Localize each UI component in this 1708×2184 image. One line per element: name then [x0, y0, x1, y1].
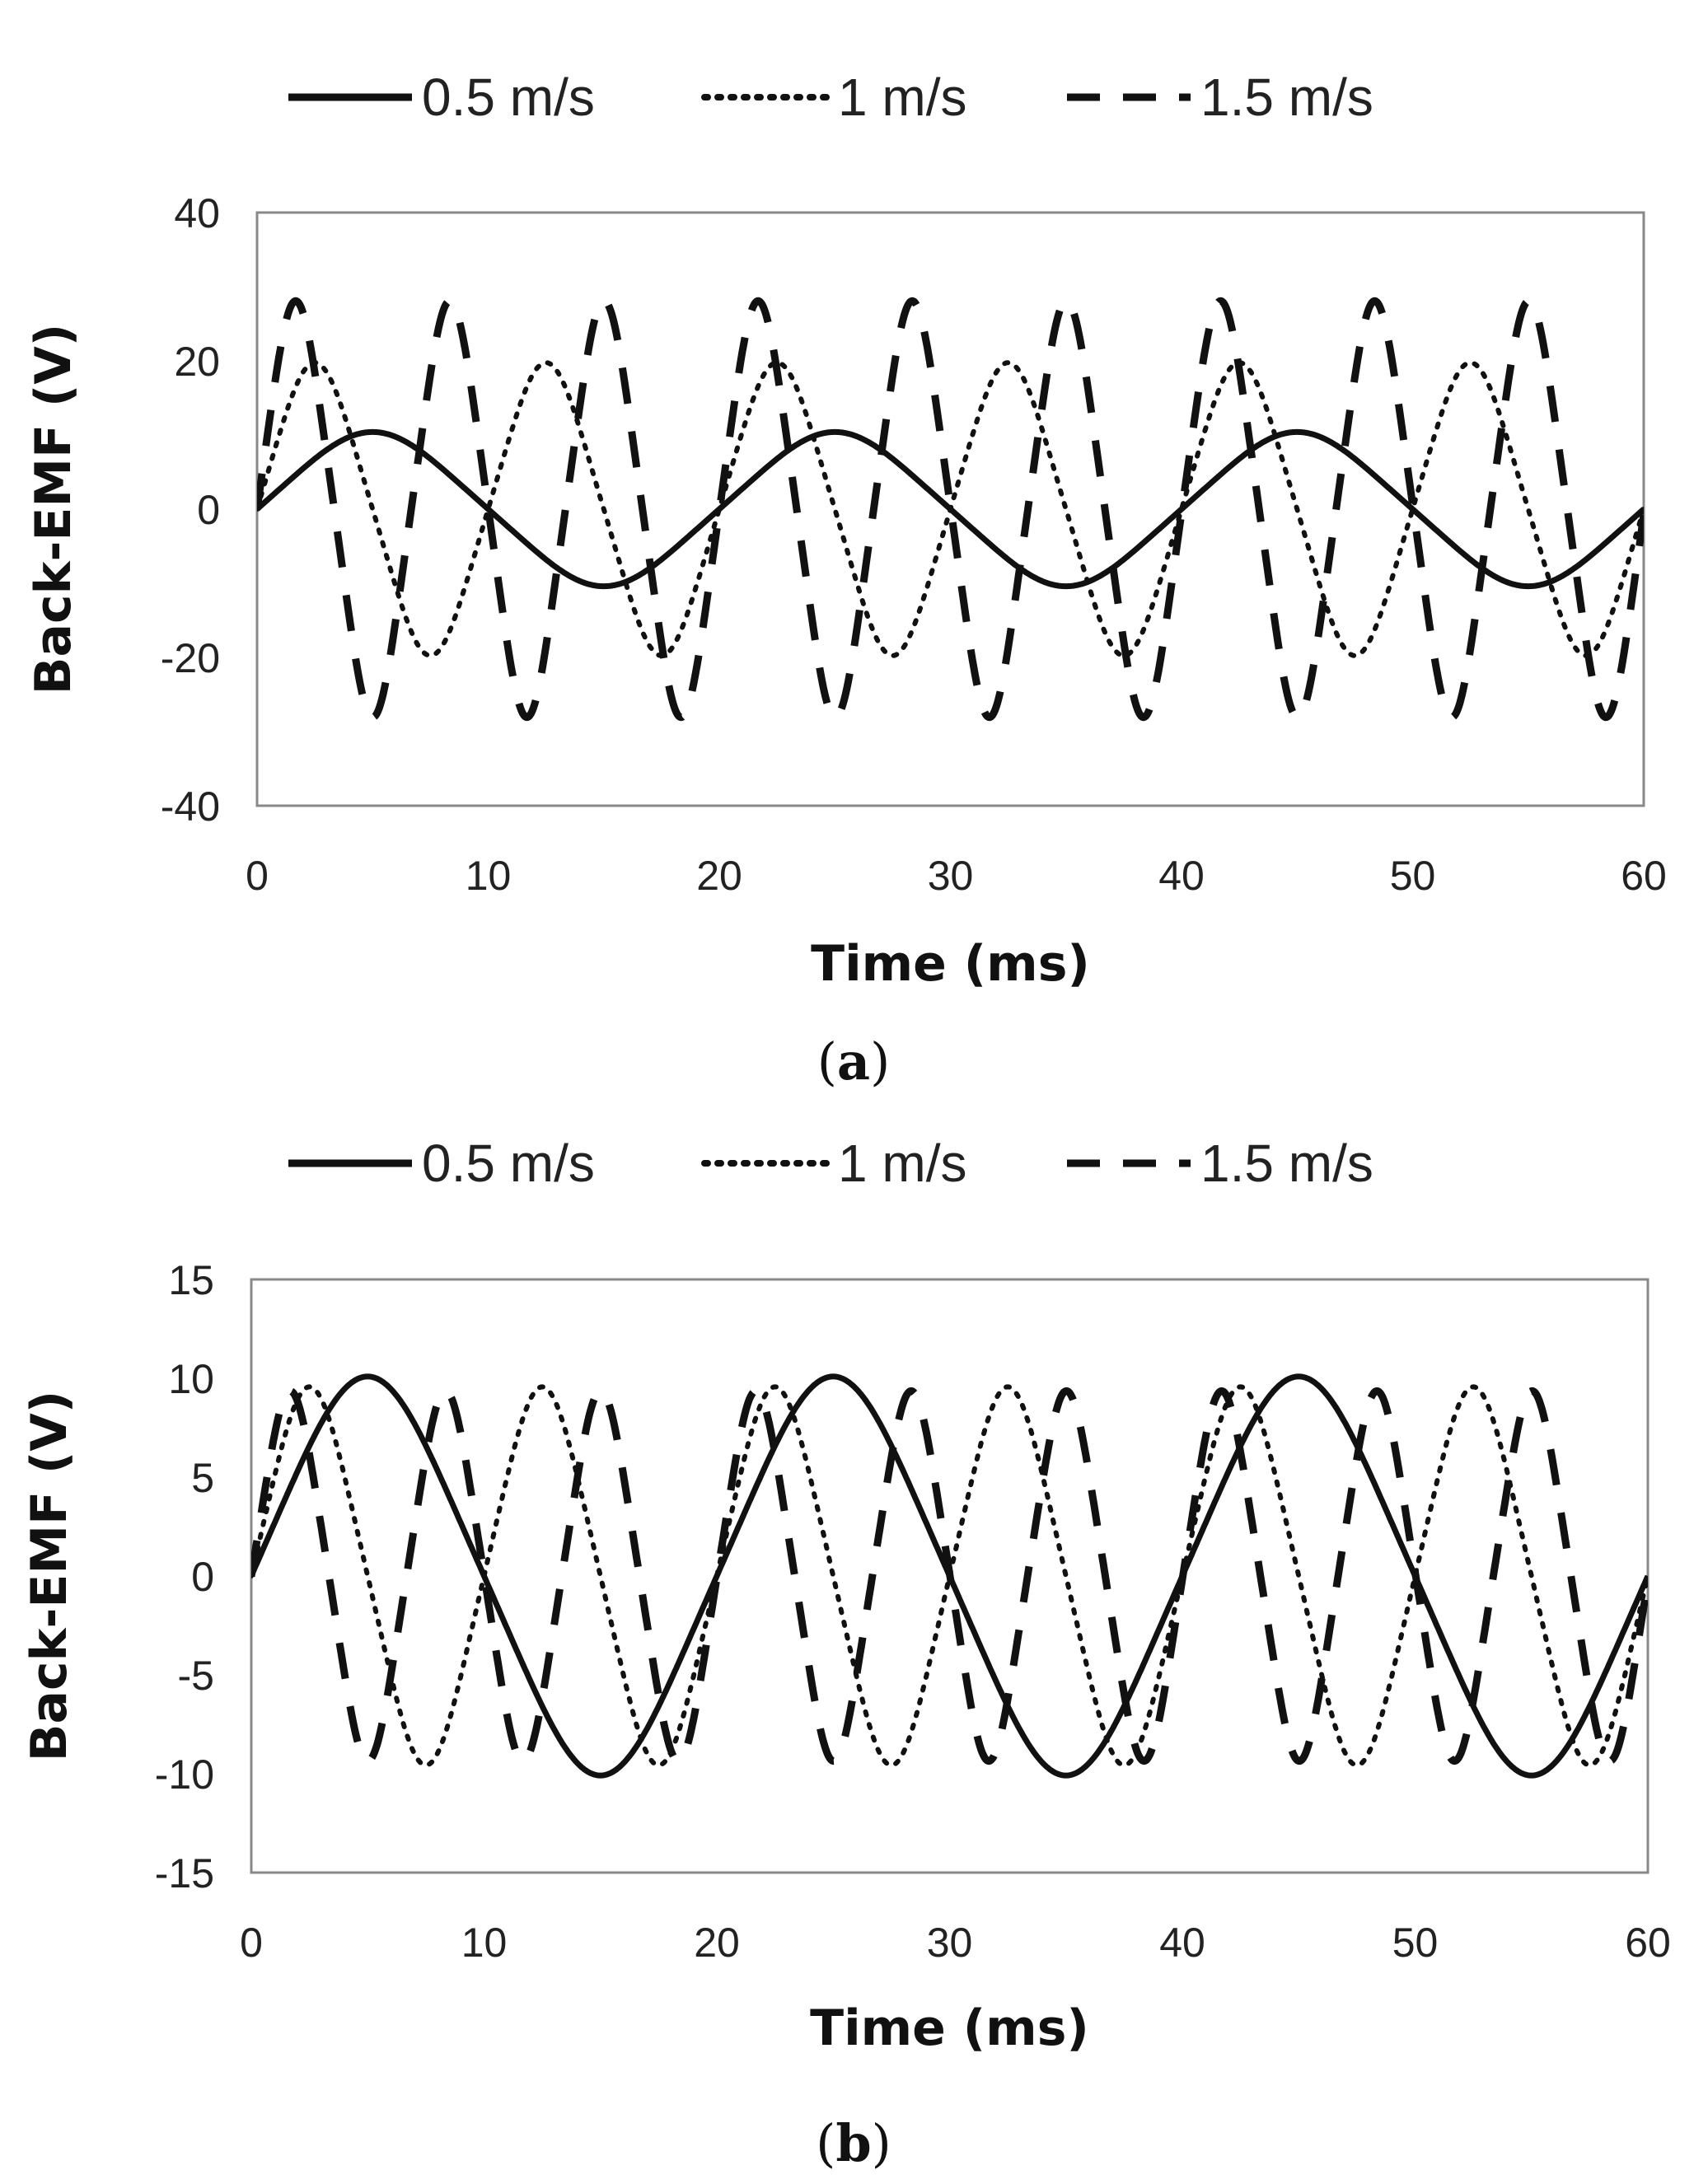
x-tick-label: 50 — [1390, 853, 1436, 899]
x-tick-label: 50 — [1392, 1920, 1439, 1966]
y-tick-label: 0 — [197, 487, 220, 533]
legend-label-0: 0.5 m/s — [422, 68, 595, 127]
x-tick-label: 40 — [1158, 853, 1205, 899]
legend-label-0: 0.5 m/s — [422, 1134, 595, 1193]
y-axis-title: Back-EMF (V) — [21, 1391, 78, 1761]
panel-label: (a) — [817, 1031, 891, 1092]
x-axis-title: Time (ms) — [810, 1999, 1089, 2057]
y-tick-label: -10 — [155, 1751, 214, 1798]
panel-label: (b) — [816, 2113, 891, 2173]
y-tick-label: 10 — [168, 1356, 214, 1402]
x-axis-title: Time (ms) — [811, 935, 1090, 993]
x-tick-label: 30 — [927, 1920, 973, 1966]
y-tick-label: -40 — [161, 783, 220, 830]
x-tick-label: 10 — [466, 853, 512, 899]
x-tick-label: 0 — [240, 1920, 263, 1966]
y-tick-label: 0 — [191, 1554, 214, 1600]
chart-panel-b: -15 -10 -5 0 5 10 15 0 10 20 30 40 50 60 Time (ms) Back… — [0, 1092, 1708, 2184]
x-tick-label: 20 — [694, 1920, 740, 1966]
x-tick-label: 60 — [1621, 853, 1667, 899]
series-line-1-m-s — [257, 360, 1644, 658]
y-tick-label: 20 — [174, 339, 220, 385]
legend-label-1: 1 m/s — [838, 68, 966, 127]
legend: 0.5 m/s 1 m/s 1.5 m/s — [288, 68, 1373, 127]
x-tick-label: 20 — [696, 853, 742, 899]
x-tick-label: 30 — [928, 853, 974, 899]
y-tick-label: -20 — [161, 635, 220, 681]
legend-label-2: 1.5 m/s — [1200, 1134, 1373, 1193]
chart-b-svg: -15 -10 -5 0 5 10 15 0 10 20 30 40 50 60 Time (ms) Back… — [21, 1134, 1671, 2173]
legend-label-1: 1 m/s — [838, 1134, 966, 1193]
x-tick-label: 10 — [461, 1920, 508, 1966]
x-tick-label: 0 — [246, 853, 269, 899]
y-tick-label: 5 — [191, 1455, 214, 1501]
x-tick-label: 60 — [1625, 1920, 1671, 1966]
legend-label-2: 1.5 m/s — [1200, 68, 1373, 127]
x-tick-label: 40 — [1159, 1920, 1205, 1966]
legend: 0.5 m/s 1 m/s 1.5 m/s — [288, 1134, 1373, 1193]
y-tick-label: -15 — [155, 1850, 214, 1896]
chart-a-svg: -40 -20 0 20 40 0 10 20 30 40 50 60 Time (ms) Back-EM… — [25, 68, 1667, 1092]
y-axis-title: Back-EMF (V) — [25, 324, 82, 694]
series-line-1-5-m-s — [251, 1387, 1648, 1765]
y-tick-label: 15 — [168, 1257, 214, 1303]
chart-panel-a: -40 -20 0 20 40 0 10 20 30 40 50 60 Time (ms) Back-EM… — [25, 68, 1667, 1092]
y-tick-label: -5 — [178, 1653, 214, 1699]
y-tick-label: 40 — [174, 190, 220, 236]
